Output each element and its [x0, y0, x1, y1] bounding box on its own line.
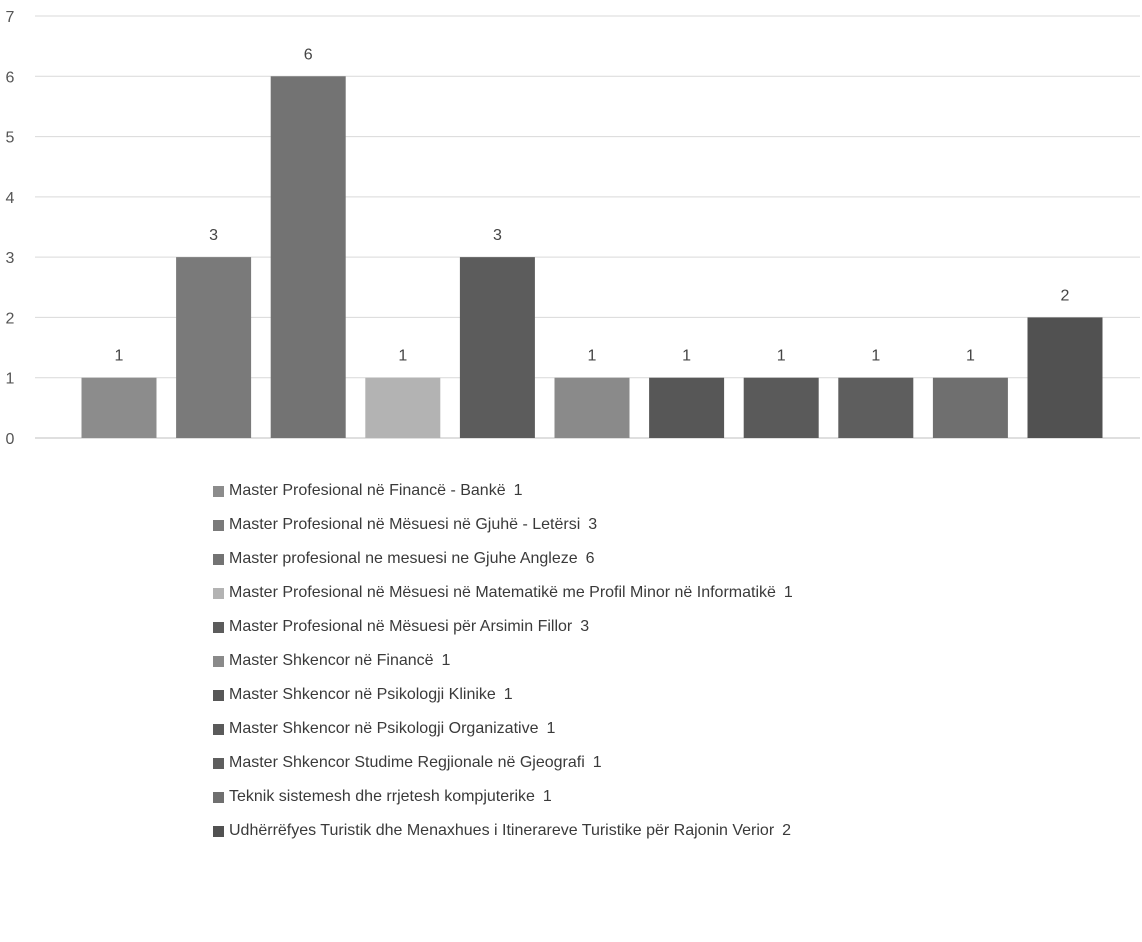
legend-label: Master Profesional në Mësuesi në Matemat… [229, 584, 776, 601]
bars [81, 76, 1103, 439]
bar [932, 377, 1008, 438]
legend-item: Master Profesional në Financë - Bankë 1 [213, 474, 1113, 508]
bar [838, 377, 914, 438]
legend-label: Master Shkencor Studime Regjionale në Gj… [229, 754, 585, 771]
data-label: 6 [304, 46, 313, 63]
bar [81, 377, 157, 438]
legend-value: 3 [580, 618, 590, 635]
data-label: 1 [871, 348, 880, 365]
legend-item: Master Shkencor në Psikologji Organizati… [213, 712, 1113, 746]
legend-label: Teknik sistemesh dhe rrjetesh kompjuteri… [229, 788, 535, 805]
legend-item: Master Profesional në Mësuesi për Arsimi… [213, 610, 1113, 644]
bar-chart: 0 1 2 3 4 5 6 7 1 3 6 1 3 1 1 1 1 1 2 [6, 9, 1140, 448]
legend-label: Master Shkencor në Psikologji Organizati… [229, 720, 539, 737]
legend-item: Master Profesional në Mësuesi në Gjuhë -… [213, 508, 1113, 542]
legend-value: 1 [546, 720, 556, 737]
bar [270, 76, 346, 439]
legend-item: Master Shkencor Studime Regjionale në Gj… [213, 746, 1113, 780]
y-tick-label: 2 [6, 310, 15, 327]
data-label: 1 [966, 348, 975, 365]
legend-label: Master profesional ne mesuesi ne Gjuhe A… [229, 550, 578, 567]
legend-swatch [213, 553, 224, 565]
legend-label: Master Shkencor në Psikologji Klinike [229, 686, 496, 703]
legend-swatch [213, 621, 224, 633]
legend-swatch [213, 757, 224, 769]
legend-value: 1 [592, 754, 602, 771]
bar [743, 377, 819, 438]
legend-item: Master Profesional në Mësuesi në Matemat… [213, 576, 1113, 610]
legend-label: Master Profesional në Mësuesi për Arsimi… [229, 618, 573, 635]
y-tick-label: 6 [6, 69, 15, 86]
bar [365, 377, 441, 438]
data-label: 3 [493, 227, 502, 244]
legend-swatch [213, 825, 224, 837]
data-label: 2 [1061, 287, 1070, 304]
data-label: 3 [209, 227, 218, 244]
data-label: 1 [398, 348, 407, 365]
y-axis-ticks: 0 1 2 3 4 5 6 7 [6, 9, 15, 448]
legend-value: 1 [441, 652, 451, 669]
data-label: 1 [777, 348, 786, 365]
legend-swatch [213, 723, 224, 735]
legend-item: Udhërrëfyes Turistik dhe Menaxhues i Iti… [213, 814, 1113, 848]
legend-label: Master Profesional në Financë - Bankë [229, 482, 506, 499]
legend-item: Master profesional ne mesuesi ne Gjuhe A… [213, 542, 1113, 576]
y-tick-label: 4 [6, 190, 15, 207]
legend-value: 2 [782, 822, 792, 839]
y-tick-label: 0 [6, 431, 15, 448]
legend-value: 6 [585, 550, 595, 567]
bar [1027, 317, 1103, 438]
legend-swatch [213, 485, 224, 497]
legend-label: Master Shkencor në Financë [229, 652, 434, 669]
legend-swatch [213, 655, 224, 667]
y-tick-label: 1 [6, 371, 15, 388]
bar [176, 257, 252, 438]
y-tick-label: 5 [6, 130, 15, 147]
legend-value: 1 [503, 686, 513, 703]
data-label: 1 [588, 348, 597, 365]
data-labels: 1 3 6 1 3 1 1 1 1 1 2 [115, 46, 1070, 364]
bar [554, 377, 630, 438]
legend-swatch [213, 689, 224, 701]
bar [459, 257, 535, 438]
legend-value: 1 [542, 788, 552, 805]
legend-swatch [213, 519, 224, 531]
legend: Master Profesional në Financë - Bankë 1 Ma… [213, 474, 1113, 848]
data-label: 1 [115, 348, 124, 365]
legend-value: 1 [513, 482, 523, 499]
bar [649, 377, 725, 438]
legend-value: 1 [783, 584, 793, 601]
legend-item: Master Shkencor në Financë 1 [213, 644, 1113, 678]
y-tick-label: 7 [6, 9, 15, 26]
legend-item: Teknik sistemesh dhe rrjetesh kompjuteri… [213, 780, 1113, 814]
legend-swatch [213, 791, 224, 803]
legend-label: Master Profesional në Mësuesi në Gjuhë -… [229, 516, 581, 533]
legend-label: Udhërrëfyes Turistik dhe Menaxhues i Iti… [229, 822, 775, 839]
data-label: 1 [682, 348, 691, 365]
y-tick-label: 3 [6, 250, 15, 267]
legend-item: Master Shkencor në Psikologji Klinike 1 [213, 678, 1113, 712]
legend-value: 3 [588, 516, 598, 533]
legend-swatch [213, 587, 224, 599]
